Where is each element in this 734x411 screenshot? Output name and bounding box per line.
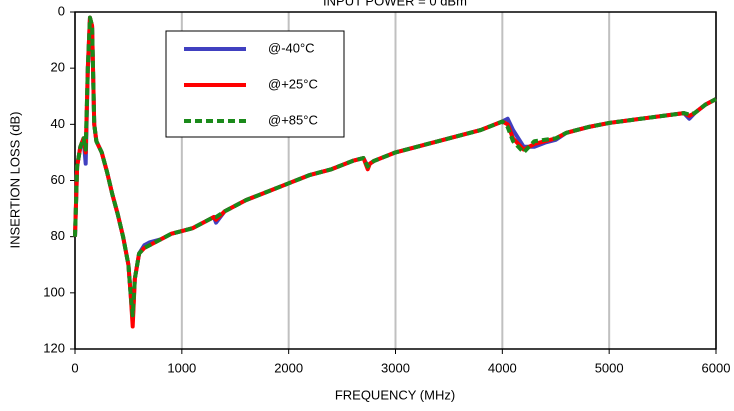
legend-label: @+85°C [268,112,318,127]
y-tick-label: 40 [51,116,65,131]
y-tick-label: 60 [51,172,65,187]
x-tick-label: 0 [71,360,78,375]
x-tick-label: 3000 [381,360,410,375]
x-tick-label: 5000 [595,360,624,375]
y-tick-label: 0 [58,3,65,18]
chart-title: INPUT POWER = 0 dBm [323,0,467,8]
x-tick-label: 1000 [167,360,196,375]
legend-label: @+25°C [268,76,318,91]
x-tick-label: 4000 [488,360,517,375]
x-axis-label: FREQUENCY (MHz) [335,387,455,402]
y-tick-label: 80 [51,228,65,243]
y-tick-label: 20 [51,60,65,75]
x-tick-label: 2000 [274,360,303,375]
y-axis-label: INSERTION LOSS (dB) [7,111,22,248]
y-tick-label: 100 [43,284,65,299]
legend-label: @-40°C [268,40,315,55]
series-line [73,15,717,318]
y-tick-label: 120 [43,340,65,355]
x-tick-label: 6000 [702,360,731,375]
